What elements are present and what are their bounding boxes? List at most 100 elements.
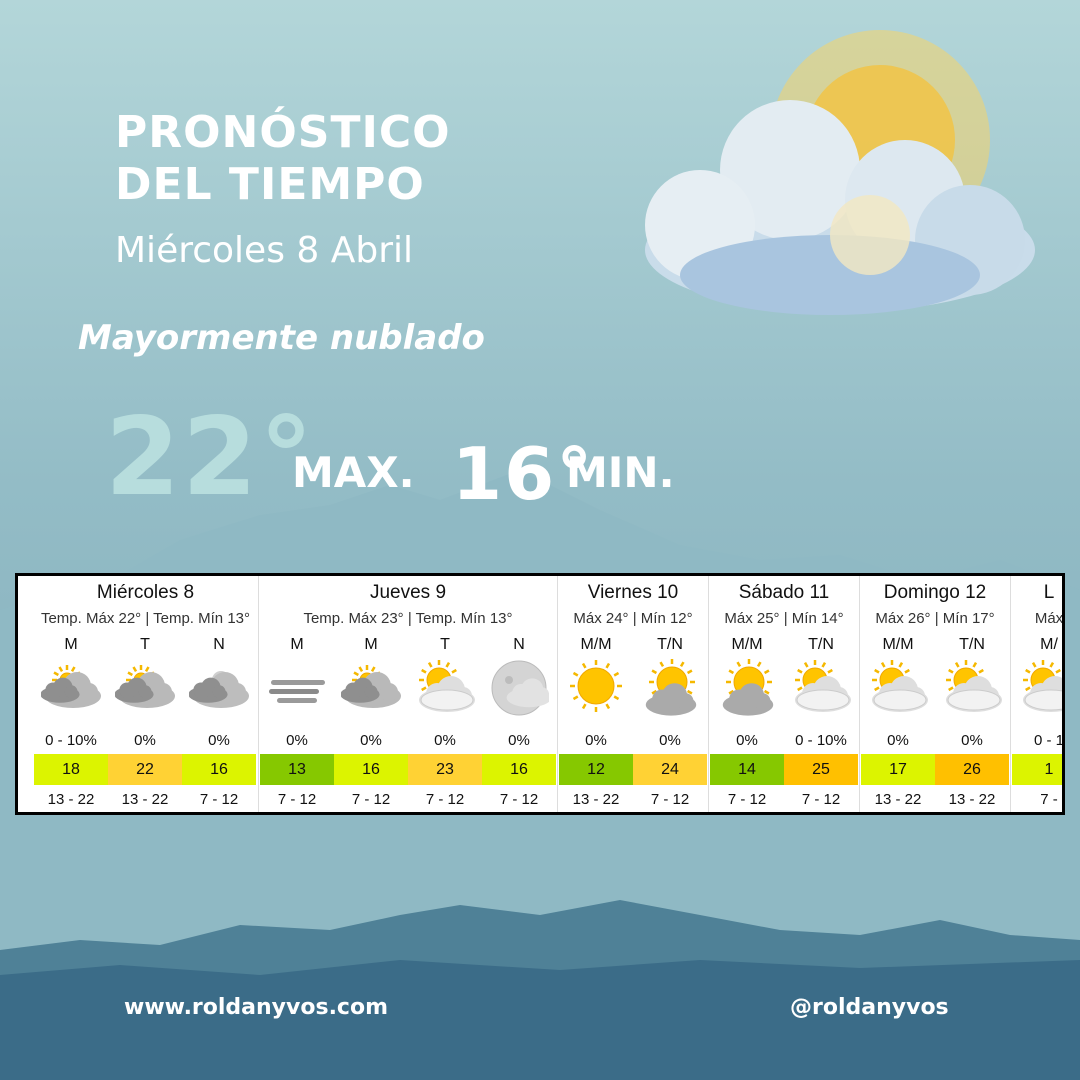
temperature: 25 xyxy=(784,754,858,785)
period: T/N 0 - 10% 25 7 - 12 xyxy=(784,634,858,812)
day-name: Sábado 11 xyxy=(738,582,830,603)
weather-icon xyxy=(1019,658,1062,723)
min-temperature: 16° xyxy=(452,432,595,516)
mountain-front xyxy=(0,960,1080,1080)
weather-icon xyxy=(40,658,101,723)
day-summary: Máx 26° | Mín 17° xyxy=(875,610,995,627)
condition: Mayormente nublado xyxy=(78,318,485,358)
max-label: MAX. xyxy=(292,448,415,497)
rain-chance: 0% xyxy=(585,732,607,749)
rain-chance: 0 - 10% xyxy=(45,732,97,749)
weather-icon xyxy=(640,658,700,723)
period-label: M/M xyxy=(882,636,914,653)
day-column: Miércoles 8 Temp. Máx 22° | Temp. Mín 13°… xyxy=(33,576,258,812)
weather-icon xyxy=(114,658,175,723)
day-name: Domingo 12 xyxy=(883,582,987,603)
period: M 0 - 10% 18 13 - 22 xyxy=(34,634,108,812)
temp-range: 7 - xyxy=(1040,791,1058,808)
period: M 0% 13 7 - 12 xyxy=(260,634,334,812)
temp-range: 13 - 22 xyxy=(874,791,922,808)
icon-graphic xyxy=(570,660,622,712)
day-name: Miércoles 8 xyxy=(96,582,195,603)
period: T 0% 22 13 - 22 xyxy=(108,634,182,812)
temperature: 18 xyxy=(34,754,108,785)
day-summary: Máx xyxy=(1034,610,1064,627)
rain-chance: 0% xyxy=(208,732,230,749)
period-label: M/M xyxy=(580,636,612,653)
day-column: Jueves 9 Temp. Máx 23° | Temp. Mín 13° M 0%… xyxy=(258,576,557,812)
day-summary: Máx 25° | Mín 14° xyxy=(724,610,844,627)
weather-icon xyxy=(868,658,928,723)
temperature: 26 xyxy=(935,754,1009,785)
forecast-table: Miércoles 8 Temp. Máx 22° | Temp. Mín 13°… xyxy=(15,573,1065,815)
sun-cloud-illustration xyxy=(645,30,1035,315)
day-summary: Temp. Máx 23° | Temp. Mín 13° xyxy=(303,610,513,627)
temp-range: 13 - 22 xyxy=(121,791,169,808)
period: N 0% 16 7 - 12 xyxy=(482,634,556,812)
period-label: M/ xyxy=(1040,636,1058,653)
temperature: 24 xyxy=(633,754,707,785)
temp-range: 7 - 12 xyxy=(727,791,767,808)
day-column: L Máx M/0 - 1 1 7 - xyxy=(1010,576,1062,812)
period: T/N 0% 26 13 - 22 xyxy=(935,634,1009,812)
day-column: Domingo 12 Máx 26° | Mín 17° M/M 0% 17 13 - 2… xyxy=(859,576,1010,812)
temperature: 16 xyxy=(482,754,556,785)
period-label: T xyxy=(440,636,450,653)
day-column: Sábado 11 Máx 25° | Mín 14° M/M 0% 14 7 - 12 T… xyxy=(708,576,859,812)
day-name: Viernes 10 xyxy=(587,582,679,603)
period: T/N 0% 24 7 - 12 xyxy=(633,634,707,812)
icon-graphic xyxy=(795,660,851,712)
rain-chance: 0% xyxy=(508,732,530,749)
temperature: 22 xyxy=(108,754,182,785)
weather-icon xyxy=(489,658,552,723)
temp-range: 7 - 12 xyxy=(650,791,690,808)
icon-graphic xyxy=(340,665,401,708)
icon-graphic xyxy=(269,680,325,703)
rain-chance: 0% xyxy=(434,732,456,749)
temp-range: 7 - 12 xyxy=(801,791,841,808)
icon-graphic xyxy=(114,665,175,708)
rain-chance: 0% xyxy=(736,732,758,749)
temperature: 13 xyxy=(260,754,334,785)
forecast-strip: Miércoles 8 Temp. Máx 22° | Temp. Mín 13°… xyxy=(33,576,1062,812)
period-label: M xyxy=(364,636,378,653)
temp-range: 13 - 22 xyxy=(572,791,620,808)
period: M/M 0% 17 13 - 22 xyxy=(861,634,935,812)
period-label: T xyxy=(140,636,150,653)
period: M/0 - 1 1 7 - xyxy=(1012,634,1062,812)
temp-range: 7 - 12 xyxy=(277,791,317,808)
period: M/M 0% 14 7 - 12 xyxy=(710,634,784,812)
icon-graphic xyxy=(1023,660,1062,712)
weather-icon xyxy=(566,658,626,723)
period-label: T/N xyxy=(657,636,683,653)
period: T 0% 23 7 - 12 xyxy=(408,634,482,812)
period-label: N xyxy=(513,636,525,653)
weather-icon xyxy=(267,658,327,723)
max-temperature: 22° xyxy=(105,395,316,520)
icon-graphic xyxy=(722,659,774,716)
weather-icon xyxy=(791,658,851,723)
date: Miércoles 8 Abril xyxy=(115,230,414,271)
temperature: 12 xyxy=(559,754,633,785)
weather-icon xyxy=(942,658,1002,723)
period: N 0% 16 7 - 12 xyxy=(182,634,256,812)
period-label: M xyxy=(290,636,304,653)
rain-chance: 0% xyxy=(659,732,681,749)
day-name: L xyxy=(1043,582,1055,603)
day-column: Viernes 10 Máx 24° | Mín 12° M/M 0% 12 13 - 2… xyxy=(557,576,708,812)
period-label: N xyxy=(213,636,225,653)
icon-graphic xyxy=(40,665,101,708)
title-line: DEL TIEMPO xyxy=(115,159,425,210)
social-handle: @roldanyvos xyxy=(790,995,949,1020)
weather-icon xyxy=(340,658,401,723)
weather-icon xyxy=(415,658,475,723)
temp-range: 7 - 12 xyxy=(351,791,391,808)
website: www.roldanyvos.com xyxy=(124,995,389,1020)
icon-graphic xyxy=(946,660,1002,712)
temp-range: 13 - 22 xyxy=(948,791,996,808)
icon-graphic xyxy=(419,660,475,712)
temperature: 1 xyxy=(1012,754,1062,785)
icon-graphic xyxy=(645,659,697,716)
weather-icon xyxy=(188,658,249,723)
